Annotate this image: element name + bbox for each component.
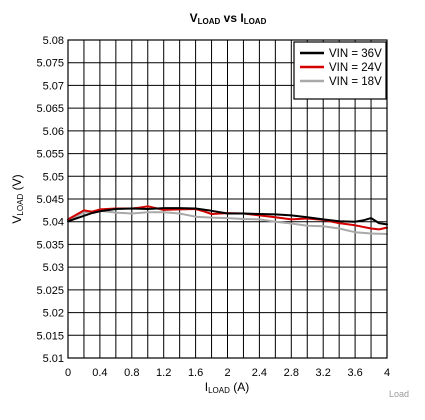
x-axis-label: ILOAD (A) <box>205 380 249 395</box>
x-tick-label: 3.6 <box>347 367 362 379</box>
x-tick-label: 0.8 <box>124 367 139 379</box>
legend-label: VIN = 24V <box>329 62 382 74</box>
y-tick-label: 5.01 <box>43 353 64 365</box>
y-tick-label: 5.08 <box>43 35 64 47</box>
y-tick-label: 5.02 <box>43 308 64 320</box>
plot-frame <box>67 39 388 359</box>
y-tick-label: 5.065 <box>36 103 64 115</box>
series-line-vin-36v <box>67 207 388 226</box>
y-axis-label: VLOAD (V) <box>10 174 25 223</box>
y-tick-label: 5.03 <box>43 262 64 274</box>
y-tick-label: 5.035 <box>36 239 64 251</box>
y-tick-label: 5.025 <box>36 285 64 297</box>
y-tick-label: 5.015 <box>36 330 64 342</box>
x-tick-label: 3.2 <box>316 367 331 379</box>
chart-title: VLOAD vs ILOAD <box>190 11 267 26</box>
y-tick-label: 5.075 <box>36 58 64 70</box>
legend-box <box>293 41 387 100</box>
legend-label: VIN = 36V <box>329 48 382 60</box>
y-tick-label: 5.04 <box>43 217 64 229</box>
x-tick-labels: 0 0.4 0.8 1.2 1.6 2 2.4 2.8 3.2 3.6 4 <box>65 367 390 379</box>
x-tick-label: 2 <box>224 367 230 379</box>
y-tick-labels: 5.01 5.015 5.02 5.025 5.03 5.035 5.04 5.045 5.05… <box>36 35 64 365</box>
legend-label: VIN = 18V <box>329 76 382 88</box>
y-tick-label: 5.055 <box>36 149 64 161</box>
grid <box>68 40 387 358</box>
x-tick-label: 4 <box>384 367 390 379</box>
y-tick-label: 5.05 <box>43 171 64 183</box>
x-tick-label: 0.4 <box>92 367 107 379</box>
series-line-vin-18v <box>67 209 388 235</box>
x-tick-label: 2.4 <box>252 367 267 379</box>
x-tick-label: 2.8 <box>284 367 299 379</box>
series-lines <box>67 205 388 235</box>
x-tick-label: 1.6 <box>188 367 203 379</box>
y-tick-label: 5.045 <box>36 194 64 206</box>
x-tick-label: 1.2 <box>156 367 171 379</box>
y-tick-label: 5.06 <box>43 126 64 138</box>
series-line-vin-24v <box>67 205 388 231</box>
load-watermark: Load <box>389 389 409 399</box>
legend: VIN = 36V VIN = 24V VIN = 18V <box>293 41 387 100</box>
x-tick-label: 0 <box>65 367 71 379</box>
y-tick-label: 5.07 <box>43 80 64 92</box>
